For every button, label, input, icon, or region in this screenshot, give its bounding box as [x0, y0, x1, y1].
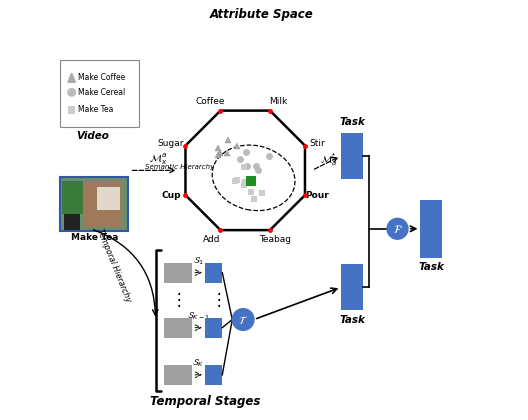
Text: $\mathcal{T}$: $\mathcal{T}$ — [238, 313, 248, 326]
Text: Task: Task — [339, 315, 365, 325]
Bar — [82, 181, 122, 227]
Text: Stir: Stir — [309, 139, 325, 148]
Text: Attribute Space: Attribute Space — [210, 8, 314, 21]
Text: $\mathcal{S}_K$: $\mathcal{S}_K$ — [192, 357, 205, 369]
Text: Temporal Stages: Temporal Stages — [150, 395, 261, 408]
Text: Make Cereal: Make Cereal — [78, 88, 126, 97]
Bar — [60, 177, 128, 231]
Bar — [164, 365, 192, 385]
Bar — [341, 264, 363, 310]
Polygon shape — [68, 73, 76, 82]
Text: Pour: Pour — [306, 192, 329, 200]
Text: ⋮: ⋮ — [170, 291, 187, 309]
Text: Cup: Cup — [161, 192, 181, 200]
Text: Sugar: Sugar — [158, 139, 184, 148]
Text: Video: Video — [77, 131, 109, 141]
Bar — [97, 187, 120, 210]
Circle shape — [387, 218, 408, 239]
Bar — [420, 200, 442, 258]
Text: $\mathcal{S}_{K-1}$: $\mathcal{S}_{K-1}$ — [187, 310, 210, 322]
Text: Task: Task — [418, 262, 444, 273]
Text: Milk: Milk — [269, 97, 287, 106]
Bar — [341, 133, 363, 178]
Bar — [62, 181, 84, 214]
Bar — [68, 106, 76, 114]
Text: Semantic Hierarchy: Semantic Hierarchy — [145, 163, 214, 170]
Bar — [205, 365, 222, 385]
Text: Make Tea: Make Tea — [71, 233, 118, 242]
Text: ⋮: ⋮ — [211, 291, 228, 309]
Text: Teabag: Teabag — [259, 235, 291, 244]
Bar — [164, 262, 192, 283]
Bar — [64, 214, 80, 231]
Text: $\mathcal{M}_a^t$: $\mathcal{M}_a^t$ — [320, 151, 337, 168]
Text: Coffee: Coffee — [195, 97, 225, 106]
Bar — [205, 318, 222, 338]
Text: Task: Task — [339, 117, 365, 127]
Text: Make Coffee: Make Coffee — [78, 73, 126, 82]
Text: $\mathcal{M}_x^a$: $\mathcal{M}_x^a$ — [149, 152, 168, 167]
Text: $\mathcal{F}$: $\mathcal{F}$ — [393, 223, 402, 235]
Bar — [205, 262, 222, 283]
Bar — [60, 60, 139, 126]
Text: Temporal Hierarchy: Temporal Hierarchy — [95, 228, 133, 304]
Bar — [164, 318, 192, 338]
Circle shape — [232, 309, 254, 331]
Text: $\mathcal{S}_1$: $\mathcal{S}_1$ — [193, 255, 204, 267]
Text: Add: Add — [203, 235, 221, 244]
Text: Make Tea: Make Tea — [78, 105, 114, 114]
Circle shape — [68, 89, 76, 96]
